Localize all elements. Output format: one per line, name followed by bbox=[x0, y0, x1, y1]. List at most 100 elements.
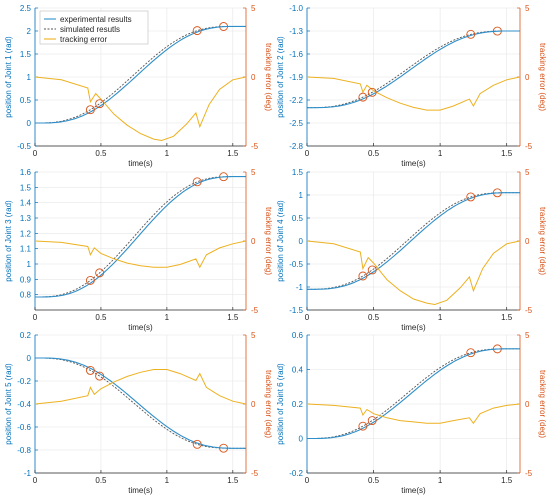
y-tick-label-right: 0 bbox=[525, 400, 530, 409]
legend-box bbox=[39, 10, 149, 45]
x-tick-label: 0 bbox=[305, 149, 310, 158]
plot-area bbox=[35, 172, 246, 310]
marker-point bbox=[192, 177, 202, 187]
y-tick-label-right: 5 bbox=[251, 168, 256, 177]
tracking-error-line bbox=[34, 240, 247, 269]
y-axis-label-left: position of Joint 5 (rad) bbox=[4, 363, 13, 445]
marker-point bbox=[466, 29, 476, 39]
marker-point bbox=[492, 26, 502, 36]
y-tick-label-right: 5 bbox=[251, 331, 256, 340]
y-tick-label-left: 1.4 bbox=[20, 199, 32, 208]
x-tick-label: 1.5 bbox=[501, 149, 513, 158]
marker-point bbox=[219, 443, 229, 453]
joint-6-panel: 0 0.5 1 1.5-0.200.20.40.6-505time(s)positio… bbox=[276, 331, 547, 495]
x-tick-label: 1.5 bbox=[501, 313, 513, 322]
marker-point bbox=[358, 92, 368, 102]
y-tick-label-right: 0 bbox=[525, 237, 530, 246]
y-tick-label-right: 5 bbox=[525, 168, 530, 177]
x-axis-label: time(s) bbox=[128, 159, 153, 168]
simulated-results-line bbox=[307, 348, 520, 439]
y-tick-label-left: -1.3 bbox=[289, 27, 303, 36]
y-tick-label-left: 0 bbox=[27, 119, 32, 128]
x-tick-label: 0 bbox=[33, 149, 38, 158]
marker-point bbox=[95, 99, 105, 109]
y-tick-label-left: -0.8 bbox=[17, 446, 31, 455]
y-tick-label-right: 0 bbox=[251, 400, 256, 409]
joint-2-panel: 0 0.5 1 1.5 -2.8 -2.5 -2.2 -1.9 -1.6 -1.3 -1.0 -5 0 5… bbox=[276, 4, 547, 168]
y-tick-label-left: 0.9 bbox=[20, 275, 32, 284]
y-tick-label-left: 0.4 bbox=[292, 366, 304, 375]
y-tick-label-right: -5 bbox=[251, 469, 259, 478]
y-tick-label-left: -1 bbox=[24, 469, 32, 478]
experimental-results-line bbox=[35, 176, 246, 298]
y-axis-label-left: position of Joint 3 (rad) bbox=[4, 200, 13, 282]
joint-1-panel: 0 0.5 1 1.5-0.500.511.522.5-505time(s)posit… bbox=[4, 4, 273, 168]
experimental-results-line bbox=[307, 192, 520, 290]
y-tick-label-left: 0.5 bbox=[20, 96, 32, 105]
x-tick-label: 1 bbox=[438, 313, 443, 322]
y-tick-label-left: 0.2 bbox=[292, 400, 304, 409]
marker-point bbox=[85, 365, 95, 375]
simulated-results-line bbox=[35, 25, 246, 124]
y-tick-label-right: 5 bbox=[525, 4, 530, 13]
y-tick-label-left: 0.5 bbox=[292, 214, 304, 223]
y-tick-label-right: 5 bbox=[251, 4, 256, 13]
y-tick-label-left: -0.2 bbox=[289, 469, 303, 478]
x-tick-label: 0.5 bbox=[95, 476, 107, 485]
y-tick-label-left: 1.5 bbox=[20, 50, 32, 59]
y-axis-label-right: tracking error (deg) bbox=[538, 207, 547, 275]
marker-point bbox=[466, 348, 476, 358]
marker-point bbox=[95, 268, 105, 278]
legend-entry: tracking error bbox=[60, 35, 107, 44]
y-axis-label-right: tracking error (deg) bbox=[264, 43, 273, 111]
x-tick-label: 0.5 bbox=[368, 149, 380, 158]
y-tick-label-left: 0 bbox=[27, 354, 32, 363]
y-tick-label-left: -0.4 bbox=[17, 400, 31, 409]
x-tick-label: 1.5 bbox=[227, 476, 239, 485]
joint-5-panel: 0 0.5 1 1.5 -1 -0.8 -0.6 -0.4 -0.2 0 0.2 -5 0 5 time(s… bbox=[4, 331, 273, 495]
tracking-error-line bbox=[306, 403, 521, 425]
y-tick-label-left: 1.5 bbox=[292, 168, 304, 177]
simulated-results-line bbox=[35, 176, 246, 298]
experimental-results-line bbox=[307, 30, 520, 109]
simulated-results-line bbox=[35, 357, 246, 449]
y-tick-label-left: -0.2 bbox=[17, 377, 31, 386]
x-tick-label: 0 bbox=[33, 313, 38, 322]
y-tick-label-left: 2 bbox=[27, 27, 32, 36]
y-tick-label-left: 0.8 bbox=[20, 291, 32, 300]
y-axis-label-right: tracking error (deg) bbox=[538, 43, 547, 111]
x-tick-label: 0.5 bbox=[95, 313, 107, 322]
y-tick-label-left: 0.2 bbox=[20, 331, 32, 340]
y-tick-label-left: -2.5 bbox=[289, 119, 303, 128]
y-tick-label-left: 0.6 bbox=[292, 331, 304, 340]
joint-4-panel: 0 0.5 1 1.5 -1.5 -1 -0.5 0 0.5 1 1.5 -5 0 5 time(s) pos… bbox=[276, 168, 547, 332]
y-tick-label-right: 0 bbox=[251, 237, 256, 246]
y-axis-label-right: tracking error (deg) bbox=[538, 370, 547, 438]
x-tick-label: 0.5 bbox=[368, 313, 380, 322]
marker-point bbox=[492, 188, 502, 198]
y-tick-label-left: 1 bbox=[27, 73, 32, 82]
tracking-error-line bbox=[306, 76, 521, 111]
y-tick-label-right: 5 bbox=[525, 331, 530, 340]
marker-point bbox=[85, 275, 95, 285]
marker-point bbox=[358, 271, 368, 281]
x-tick-label: 1 bbox=[438, 149, 443, 158]
y-tick-label-left: 1.6 bbox=[20, 168, 32, 177]
tracking-error-line bbox=[34, 76, 247, 142]
experimental-results-line bbox=[35, 357, 246, 449]
y-tick-label-left: 1 bbox=[299, 191, 304, 200]
marker-point bbox=[367, 87, 377, 97]
x-tick-label: 1 bbox=[165, 149, 170, 158]
tracking-error-line bbox=[34, 369, 247, 405]
experimental-results-line bbox=[35, 25, 246, 124]
marker-point bbox=[492, 344, 502, 354]
y-tick-label-left: 1 bbox=[27, 260, 32, 269]
y-tick-label-left: 2.5 bbox=[20, 4, 32, 13]
experimental-results-line bbox=[307, 348, 520, 440]
marker-point bbox=[219, 22, 229, 31]
y-tick-label-left: -0.5 bbox=[289, 260, 303, 269]
y-tick-label-left: 1.5 bbox=[20, 183, 32, 192]
y-axis-label-left: position of Joint 6 (rad) bbox=[276, 363, 285, 445]
x-tick-label: 1.5 bbox=[227, 149, 239, 158]
